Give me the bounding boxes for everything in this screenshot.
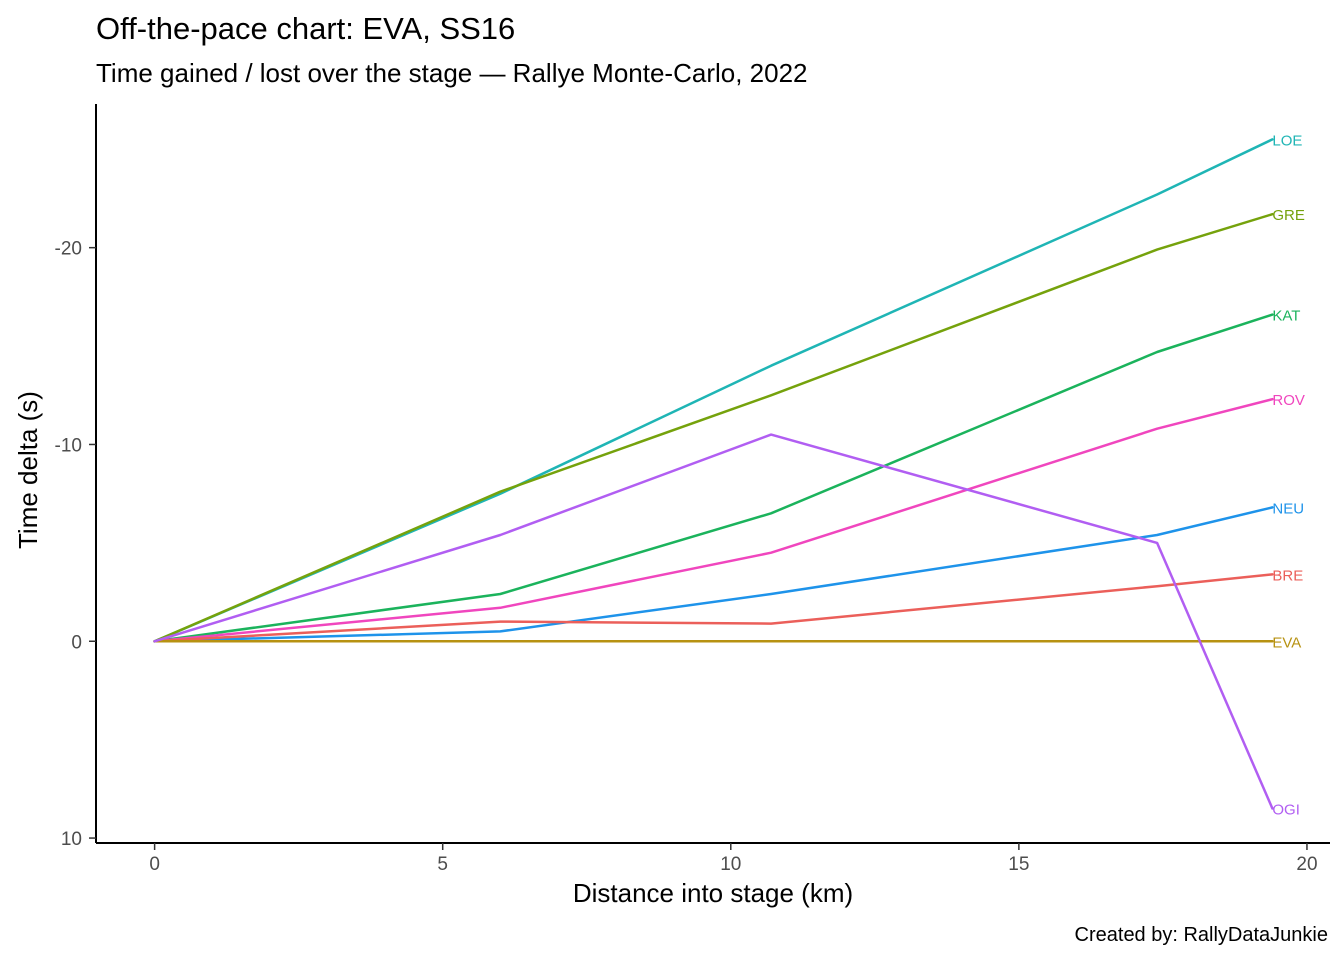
series-line-loe: [153, 138, 1274, 643]
y-tick-label: -10: [55, 435, 82, 456]
x-axis-ticks: 0 5 10 15 20: [149, 843, 1318, 875]
y-axis-title: Time delta (s): [13, 391, 43, 549]
series-label-neu: NEU: [1272, 500, 1304, 517]
x-axis-title: Distance into stage (km): [573, 878, 853, 908]
y-tick-label: 10: [61, 829, 82, 850]
y-tick-label: -20: [55, 239, 82, 260]
chart-title: Off-the-pace chart: EVA, SS16: [96, 11, 515, 46]
series-label-kat: KAT: [1272, 308, 1300, 325]
series-label-ogi: OGI: [1272, 802, 1300, 819]
series-line-rov: [153, 397, 1274, 643]
x-tick-label: 15: [1008, 854, 1029, 875]
x-tick-label: 20: [1296, 854, 1317, 875]
y-tick-label: 0: [71, 632, 82, 653]
series-line-neu: [153, 506, 1274, 643]
y-axis-ticks: -20 -10 0 10: [55, 239, 96, 850]
x-tick-label: 5: [437, 854, 448, 875]
series-label-eva: EVA: [1272, 634, 1301, 651]
series-line-kat: [153, 313, 1274, 643]
series-label-bre: BRE: [1272, 567, 1303, 584]
x-tick-label: 0: [149, 854, 160, 875]
x-tick-label: 10: [720, 854, 741, 875]
plot-area: LOE GRE KAT ROV NEU BRE EVA OGI: [153, 132, 1305, 819]
chart-subtitle: Time gained / lost over the stage — Rall…: [96, 58, 808, 88]
series-label-gre: GRE: [1272, 207, 1305, 224]
series-label-loe: LOE: [1272, 132, 1302, 149]
series-line-gre: [153, 212, 1274, 643]
chart-caption: Created by: RallyDataJunkie: [1075, 924, 1328, 946]
series-line-ogi: [153, 433, 1274, 810]
series-line-bre: [153, 573, 1274, 643]
series-label-rov: ROV: [1272, 392, 1305, 409]
